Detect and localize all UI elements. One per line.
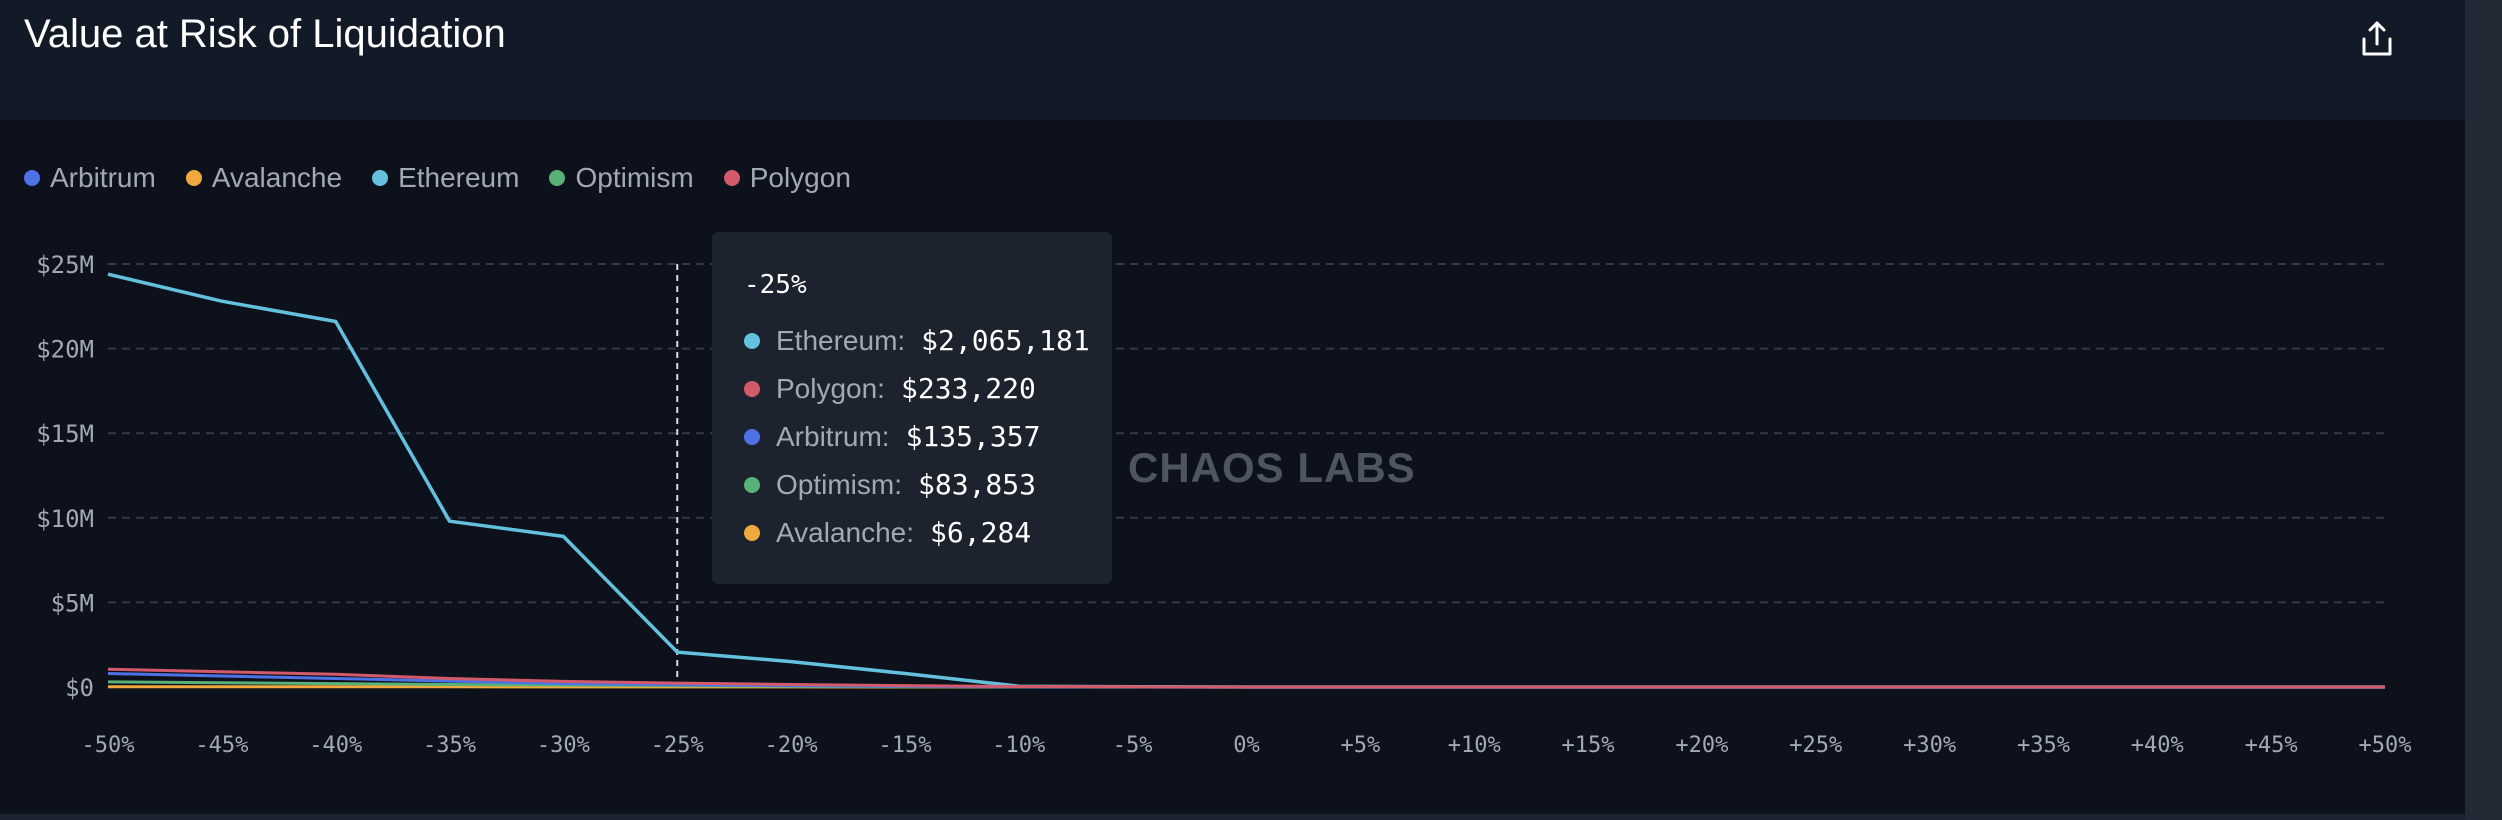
chart-tooltip: -25% Ethereum: $2,065,181 Polygon: $233,…: [712, 232, 1112, 584]
y-axis-ticks: $0 $5M $10M $15M $20M $25M: [36, 251, 94, 702]
legend-label: Arbitrum: [50, 162, 156, 193]
divider: [0, 814, 2465, 820]
series-line-polygon[interactable]: [107, 667, 2385, 689]
legend-dot-polygon: [723, 170, 740, 186]
y-tick-label: $0: [65, 674, 94, 702]
legend-item-optimism[interactable]: Optimism: [549, 162, 694, 194]
tooltip-series-value: $233,220: [900, 372, 1036, 405]
x-tick-label: -20%: [765, 733, 818, 758]
legend-item-arbitrum[interactable]: Arbitrum: [24, 162, 156, 194]
tooltip-dot: [744, 476, 760, 493]
legend-dot-avalanche: [185, 170, 202, 186]
tooltip-series-name: Optimism:: [776, 468, 902, 500]
tooltip-dot: [744, 428, 760, 445]
tooltip-row-arbitrum: Arbitrum: $135,357: [744, 420, 1040, 453]
legend-item-avalanche[interactable]: Avalanche: [185, 162, 343, 194]
y-tick-label: $15M: [36, 420, 94, 448]
y-tick-label: $5M: [51, 589, 94, 617]
line-chart[interactable]: $0 $5M $10M $15M $20M $25M -50% -45% -40% -35% -3…: [0, 220, 2465, 780]
tooltip-series-name: Arbitrum:: [776, 420, 890, 452]
tooltip-row-polygon: Polygon: $233,220: [744, 372, 1036, 405]
scrollbar-track[interactable]: [2465, 0, 2502, 820]
x-tick-label: +20%: [1675, 733, 1728, 758]
x-tick-label: +15%: [1562, 733, 1615, 758]
x-tick-label: +30%: [1903, 733, 1956, 758]
tooltip-series-name: Ethereum:: [776, 324, 906, 356]
series-layer: [107, 272, 2385, 689]
share-button[interactable]: [2352, 14, 2402, 64]
x-tick-label: -35%: [423, 733, 476, 758]
legend-item-polygon[interactable]: Polygon: [723, 162, 851, 194]
watermark: CHAOS LABS: [1128, 444, 1416, 491]
tooltip-series-value: $2,065,181: [921, 324, 1090, 357]
tooltip-dot: [744, 380, 760, 397]
tooltip-row-optimism: Optimism: $83,853: [744, 468, 1036, 501]
x-axis-ticks: -50% -45% -40% -35% -30% -25% -20% -15% -10% -5% 0…: [82, 733, 2412, 758]
x-tick-label: +40%: [2131, 733, 2184, 758]
x-tick-label: -25%: [651, 733, 704, 758]
x-tick-label: -10%: [992, 733, 1045, 758]
tooltip-series-value: $83,853: [918, 468, 1037, 501]
tooltip-dot: [744, 524, 760, 541]
x-tick-label: -50%: [82, 733, 135, 758]
tooltip-series-value: $135,357: [905, 420, 1041, 453]
legend-label: Ethereum: [398, 162, 520, 193]
chart-legend: Arbitrum Avalanche Ethereum Optimism Pol…: [24, 162, 881, 194]
share-upload-icon: [2362, 21, 2392, 56]
legend-dot-ethereum: [372, 170, 389, 186]
x-tick-label: +45%: [2245, 733, 2298, 758]
x-tick-label: +5%: [1340, 733, 1380, 758]
x-tick-label: -30%: [537, 733, 590, 758]
x-tick-label: +50%: [2359, 733, 2412, 758]
y-tick-label: $25M: [36, 251, 94, 279]
tooltip-dot: [744, 332, 760, 349]
x-tick-label: -15%: [878, 733, 931, 758]
y-tick-label: $10M: [36, 505, 94, 533]
tooltip-header: -25%: [744, 270, 807, 300]
legend-dot-optimism: [549, 170, 566, 186]
header-bar: Value at Risk of Liquidation: [0, 0, 2465, 120]
legend-dot-arbitrum: [24, 170, 40, 186]
legend-item-ethereum[interactable]: Ethereum: [372, 162, 519, 194]
x-tick-label: +25%: [1789, 733, 1842, 758]
x-tick-label: -40%: [309, 733, 362, 758]
legend-label: Avalanche: [211, 162, 343, 193]
x-tick-label: +35%: [2017, 733, 2070, 758]
legend-label: Optimism: [575, 162, 694, 193]
page-title: Value at Risk of Liquidation: [24, 12, 506, 56]
tooltip-series-name: Avalanche:: [776, 516, 915, 548]
tooltip-series-name: Polygon:: [776, 372, 885, 404]
x-tick-label: -45%: [195, 733, 248, 758]
tooltip-row-avalanche: Avalanche: $6,284: [744, 516, 1031, 549]
x-tick-label: +10%: [1448, 733, 1501, 758]
tooltip-series-value: $6,284: [930, 516, 1032, 549]
tooltip-row-ethereum: Ethereum: $2,065,181: [744, 324, 1090, 357]
x-tick-label: -5%: [1113, 733, 1153, 758]
y-tick-label: $20M: [36, 336, 94, 364]
x-tick-label: 0%: [1233, 733, 1260, 758]
legend-label: Polygon: [749, 162, 851, 193]
